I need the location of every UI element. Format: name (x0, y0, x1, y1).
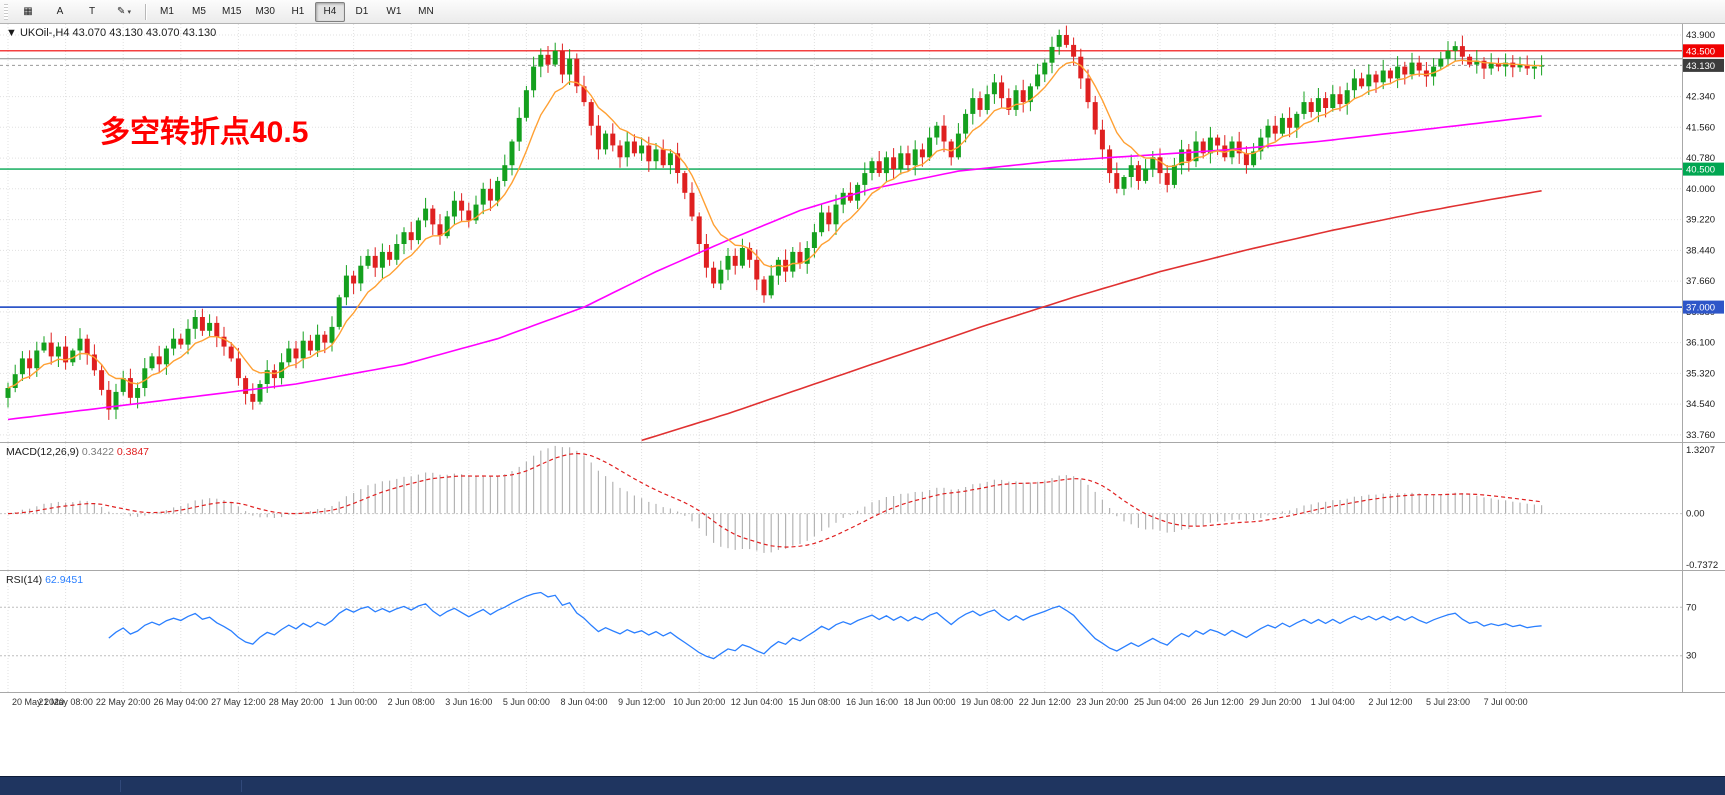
toolbar: ▦ A T ✎ ▾ M1 M5 M15 M30 H1 H4 D1 W1 MN (0, 0, 1725, 24)
timeframe-button-d1[interactable]: D1 (355, 6, 369, 17)
svg-text:7 Jul 00:00: 7 Jul 00:00 (1484, 697, 1528, 707)
svg-text:1 Jun 00:00: 1 Jun 00:00 (330, 697, 377, 707)
timeframe-button-m30[interactable]: M30 (255, 6, 275, 17)
svg-text:43.130: 43.130 (1686, 61, 1715, 72)
svg-text:2 Jul 12:00: 2 Jul 12:00 (1368, 697, 1412, 707)
svg-text:-0.7372: -0.7372 (1686, 560, 1718, 571)
grid-vertical (7, 24, 1507, 692)
price-badges: 43.500 43.130 40.500 37.000 (1683, 44, 1724, 314)
rsi-panel (0, 591, 1682, 660)
toolbar-grip[interactable] (4, 3, 8, 20)
svg-text:27 May 12:00: 27 May 12:00 (211, 697, 266, 707)
timeframe-group: M1 M5 M15 M30 H1 H4 D1 W1 MN (151, 1, 442, 22)
svg-text:26 May 04:00: 26 May 04:00 (154, 697, 209, 707)
grid-horizontal: 43.900 42.340 41.560 40.780 40.000 39.220 38.4… (0, 30, 1715, 441)
svg-text:9 Jun 12:00: 9 Jun 12:00 (618, 697, 665, 707)
svg-text:5 Jul 23:00: 5 Jul 23:00 (1426, 697, 1470, 707)
cursor-a-icon[interactable]: A (56, 6, 64, 17)
svg-text:40.000: 40.000 (1686, 184, 1715, 195)
svg-text:28 May 20:00: 28 May 20:00 (269, 697, 324, 707)
svg-text:39.220: 39.220 (1686, 215, 1715, 226)
svg-text:37.000: 37.000 (1686, 303, 1715, 314)
svg-text:22 May 20:00: 22 May 20:00 (96, 697, 151, 707)
svg-text:21 May 08:00: 21 May 08:00 (38, 697, 93, 707)
toolbar-icon-group: ▦ A T ✎ ▾ (12, 2, 140, 22)
svg-text:3 Jun 16:00: 3 Jun 16:00 (445, 697, 492, 707)
svg-text:22 Jun 12:00: 22 Jun 12:00 (1019, 697, 1071, 707)
svg-text:38.440: 38.440 (1686, 245, 1715, 256)
timeframe-button-m15[interactable]: M15 (222, 6, 242, 17)
macd-label: MACD(12,26,9) 0.3422 0.3847 (6, 446, 149, 458)
text-label-icon[interactable]: T (88, 6, 96, 17)
svg-text:1.3207: 1.3207 (1686, 445, 1715, 456)
chart-area[interactable]: 43.900 42.340 41.560 40.780 40.000 39.220 38.4… (0, 24, 1725, 777)
svg-text:41.560: 41.560 (1686, 122, 1715, 133)
svg-text:10 Jun 20:00: 10 Jun 20:00 (673, 697, 725, 707)
svg-text:20 May 2020: 20 May 2020 (12, 697, 64, 707)
timeframe-button-h1[interactable]: H1 (291, 6, 305, 17)
candles (5, 25, 1545, 420)
svg-text:26 Jun 12:00: 26 Jun 12:00 (1192, 697, 1244, 707)
status-segment (121, 780, 242, 792)
level-lines[interactable] (0, 50, 1682, 309)
chevron-down-icon: ▾ (127, 8, 131, 16)
svg-text:40.780: 40.780 (1686, 153, 1715, 164)
rsi-label: RSI(14) 62.9451 (6, 574, 83, 586)
svg-text:30: 30 (1686, 651, 1697, 662)
macd-panel (0, 445, 1682, 553)
svg-text:43.500: 43.500 (1686, 46, 1715, 57)
svg-text:35.320: 35.320 (1686, 368, 1715, 379)
svg-text:70: 70 (1686, 602, 1697, 613)
timeframe-button-m5[interactable]: M5 (192, 6, 206, 17)
svg-text:36.100: 36.100 (1686, 338, 1715, 349)
svg-text:25 Jun 04:00: 25 Jun 04:00 (1134, 697, 1186, 707)
svg-text:15 Jun 08:00: 15 Jun 08:00 (788, 697, 840, 707)
svg-text:33.760: 33.760 (1686, 430, 1715, 441)
svg-text:40.500: 40.500 (1686, 165, 1715, 176)
price-chart[interactable]: 43.900 42.340 41.560 40.780 40.000 39.220 38.4… (0, 24, 1725, 777)
svg-text:5 Jun 00:00: 5 Jun 00:00 (503, 697, 550, 707)
svg-text:8 Jun 04:00: 8 Jun 04:00 (560, 697, 607, 707)
svg-text:42.340: 42.340 (1686, 92, 1715, 103)
svg-text:0.00: 0.00 (1686, 509, 1705, 520)
moving-averages (7, 59, 1542, 442)
svg-text:43.900: 43.900 (1686, 30, 1715, 41)
svg-text:34.540: 34.540 (1686, 399, 1715, 410)
timeframe-button-m1[interactable]: M1 (160, 6, 174, 17)
svg-text:1 Jul 04:00: 1 Jul 04:00 (1311, 697, 1355, 707)
timeframe-button-h4[interactable]: H4 (314, 1, 345, 22)
chart-window-icon[interactable]: ▦ (23, 6, 33, 17)
timeframe-button-w1[interactable]: W1 (386, 6, 402, 17)
chart-symbol-header: ▼ UKOil-,H4 43.070 43.130 43.070 43.130 (6, 27, 216, 39)
svg-text:2 Jun 08:00: 2 Jun 08:00 (388, 697, 435, 707)
svg-text:23 Jun 20:00: 23 Jun 20:00 (1076, 697, 1128, 707)
status-segment (0, 780, 121, 792)
svg-text:16 Jun 16:00: 16 Jun 16:00 (846, 697, 898, 707)
draw-tools-icon[interactable]: ✎ ▾ (117, 6, 131, 17)
chart-annotation: 多空转折点40.5 (100, 116, 308, 149)
toolbar-separator (145, 3, 146, 20)
svg-text:12 Jun 04:00: 12 Jun 04:00 (731, 697, 783, 707)
svg-text:37.660: 37.660 (1686, 276, 1715, 287)
timeframe-button-mn[interactable]: MN (418, 6, 434, 17)
svg-text:19 Jun 08:00: 19 Jun 08:00 (961, 697, 1013, 707)
svg-text:29 Jun 20:00: 29 Jun 20:00 (1249, 697, 1301, 707)
status-bar (0, 776, 1725, 795)
svg-text:18 Jun 00:00: 18 Jun 00:00 (904, 697, 956, 707)
